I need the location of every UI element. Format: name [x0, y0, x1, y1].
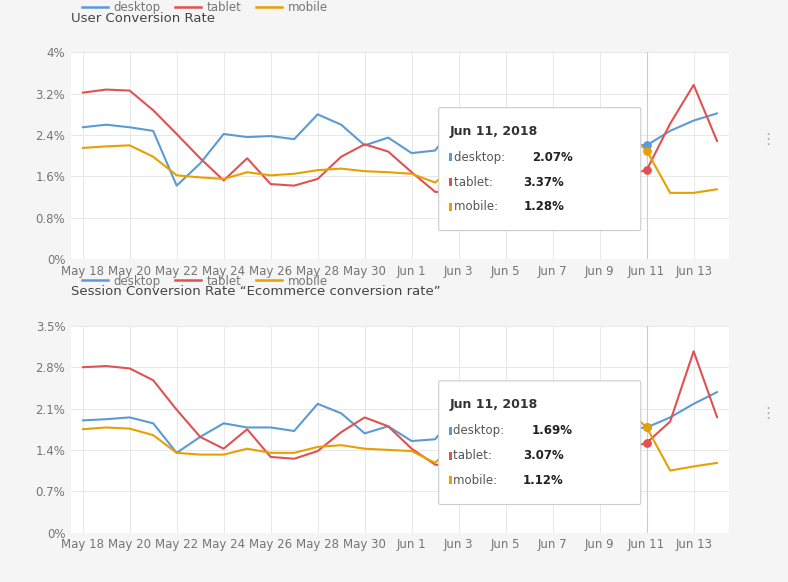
FancyBboxPatch shape [439, 108, 641, 230]
Text: 3.07%: 3.07% [523, 449, 563, 462]
Text: 1.69%: 1.69% [532, 424, 573, 438]
Text: Session Conversion Rate “Ecommerce conversion rate”: Session Conversion Rate “Ecommerce conve… [71, 285, 440, 299]
Text: mobile:: mobile: [454, 200, 502, 214]
Text: tablet:: tablet: [453, 449, 496, 462]
FancyBboxPatch shape [449, 477, 452, 484]
Text: ⋮: ⋮ [760, 406, 775, 421]
Text: Jun 11, 2018: Jun 11, 2018 [449, 399, 537, 411]
Point [641, 165, 653, 175]
Text: User Conversion Rate: User Conversion Rate [71, 12, 215, 25]
Point [641, 146, 653, 155]
Legend: desktop, tablet, mobile: desktop, tablet, mobile [76, 0, 333, 19]
Text: desktop:: desktop: [454, 151, 509, 164]
Legend: desktop, tablet, mobile: desktop, tablet, mobile [76, 270, 333, 292]
Text: mobile:: mobile: [453, 474, 501, 487]
Text: Jun 11, 2018: Jun 11, 2018 [449, 125, 537, 138]
FancyBboxPatch shape [439, 381, 641, 505]
Point [641, 141, 653, 150]
Point [641, 438, 653, 448]
Text: 1.28%: 1.28% [523, 200, 564, 214]
Text: desktop:: desktop: [453, 424, 508, 438]
Text: 3.37%: 3.37% [523, 176, 564, 189]
FancyBboxPatch shape [449, 203, 452, 211]
FancyBboxPatch shape [449, 178, 452, 186]
Text: 1.12%: 1.12% [523, 474, 563, 487]
Text: tablet:: tablet: [454, 176, 496, 189]
FancyBboxPatch shape [449, 427, 452, 435]
FancyBboxPatch shape [449, 452, 452, 460]
FancyBboxPatch shape [449, 154, 452, 161]
Text: 2.07%: 2.07% [532, 151, 573, 164]
Point [641, 423, 653, 432]
Point [641, 423, 653, 432]
Text: ⋮: ⋮ [760, 132, 775, 147]
